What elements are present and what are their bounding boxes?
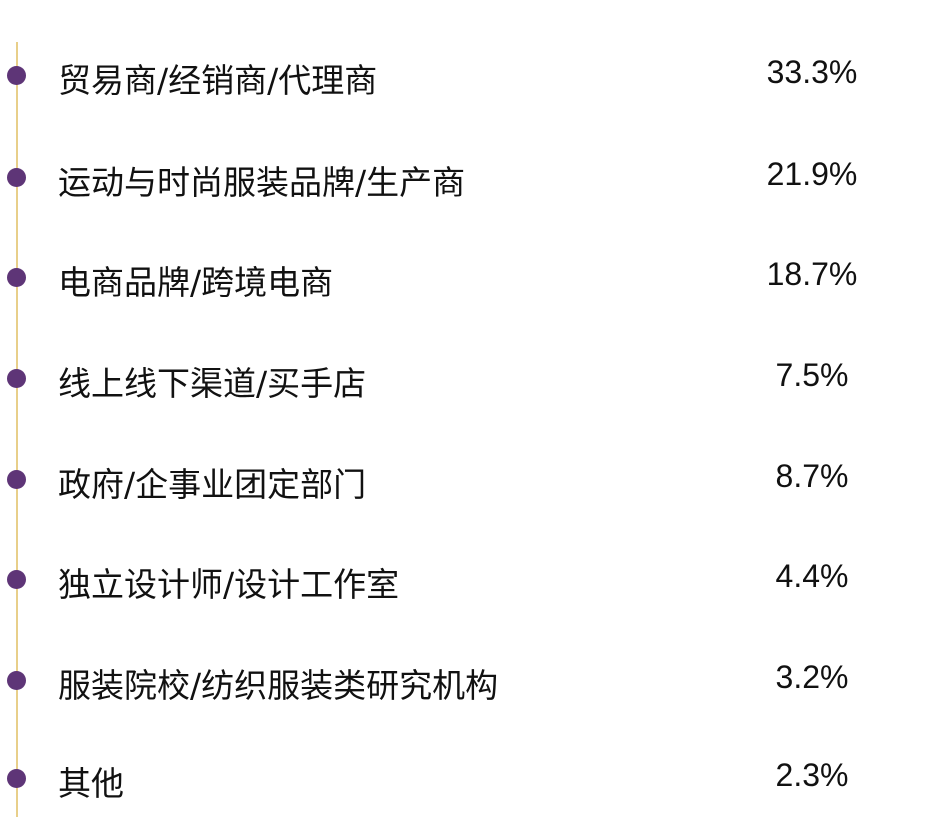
list-item: 政府/企事业团定部门 8.7% xyxy=(0,454,930,504)
list-item: 服装院校/纺织服装类研究机构 3.2% xyxy=(0,655,930,705)
item-percentage: 8.7% xyxy=(775,458,849,494)
item-label: 运动与时尚服装品牌/生产商 xyxy=(58,163,466,202)
item-label: 其他 xyxy=(58,764,124,803)
item-percentage: 2.3% xyxy=(775,757,849,793)
item-percentage: 21.9% xyxy=(766,156,858,192)
item-percentage: 3.2% xyxy=(775,659,849,695)
bullet-icon xyxy=(7,769,26,788)
item-percentage: 18.7% xyxy=(766,256,858,292)
item-percentage: 7.5% xyxy=(775,357,849,393)
list-item: 电商品牌/跨境电商 18.7% xyxy=(0,252,930,302)
item-label: 线上线下渠道/买手店 xyxy=(58,364,367,403)
item-label: 独立设计师/设计工作室 xyxy=(58,565,400,604)
bullet-icon xyxy=(7,268,26,287)
item-label: 服装院校/纺织服装类研究机构 xyxy=(58,666,499,705)
item-percentage: 33.3% xyxy=(766,54,858,90)
bullet-icon xyxy=(7,570,26,589)
bullet-icon xyxy=(7,369,26,388)
bullet-icon xyxy=(7,66,26,85)
list-item: 其他 2.3% xyxy=(0,753,930,803)
bullet-icon xyxy=(7,671,26,690)
bullet-icon xyxy=(7,168,26,187)
item-percentage: 4.4% xyxy=(775,558,849,594)
bullet-icon xyxy=(7,470,26,489)
item-label: 贸易商/经销商/代理商 xyxy=(58,61,378,100)
timeline-line xyxy=(16,42,18,817)
item-label: 政府/企事业团定部门 xyxy=(58,465,367,504)
list-item: 独立设计师/设计工作室 4.4% xyxy=(0,554,930,604)
list-item: 线上线下渠道/买手店 7.5% xyxy=(0,353,930,403)
list-item: 运动与时尚服装品牌/生产商 21.9% xyxy=(0,152,930,202)
item-label: 电商品牌/跨境电商 xyxy=(58,263,334,302)
list-item: 贸易商/经销商/代理商 33.3% xyxy=(0,50,930,100)
